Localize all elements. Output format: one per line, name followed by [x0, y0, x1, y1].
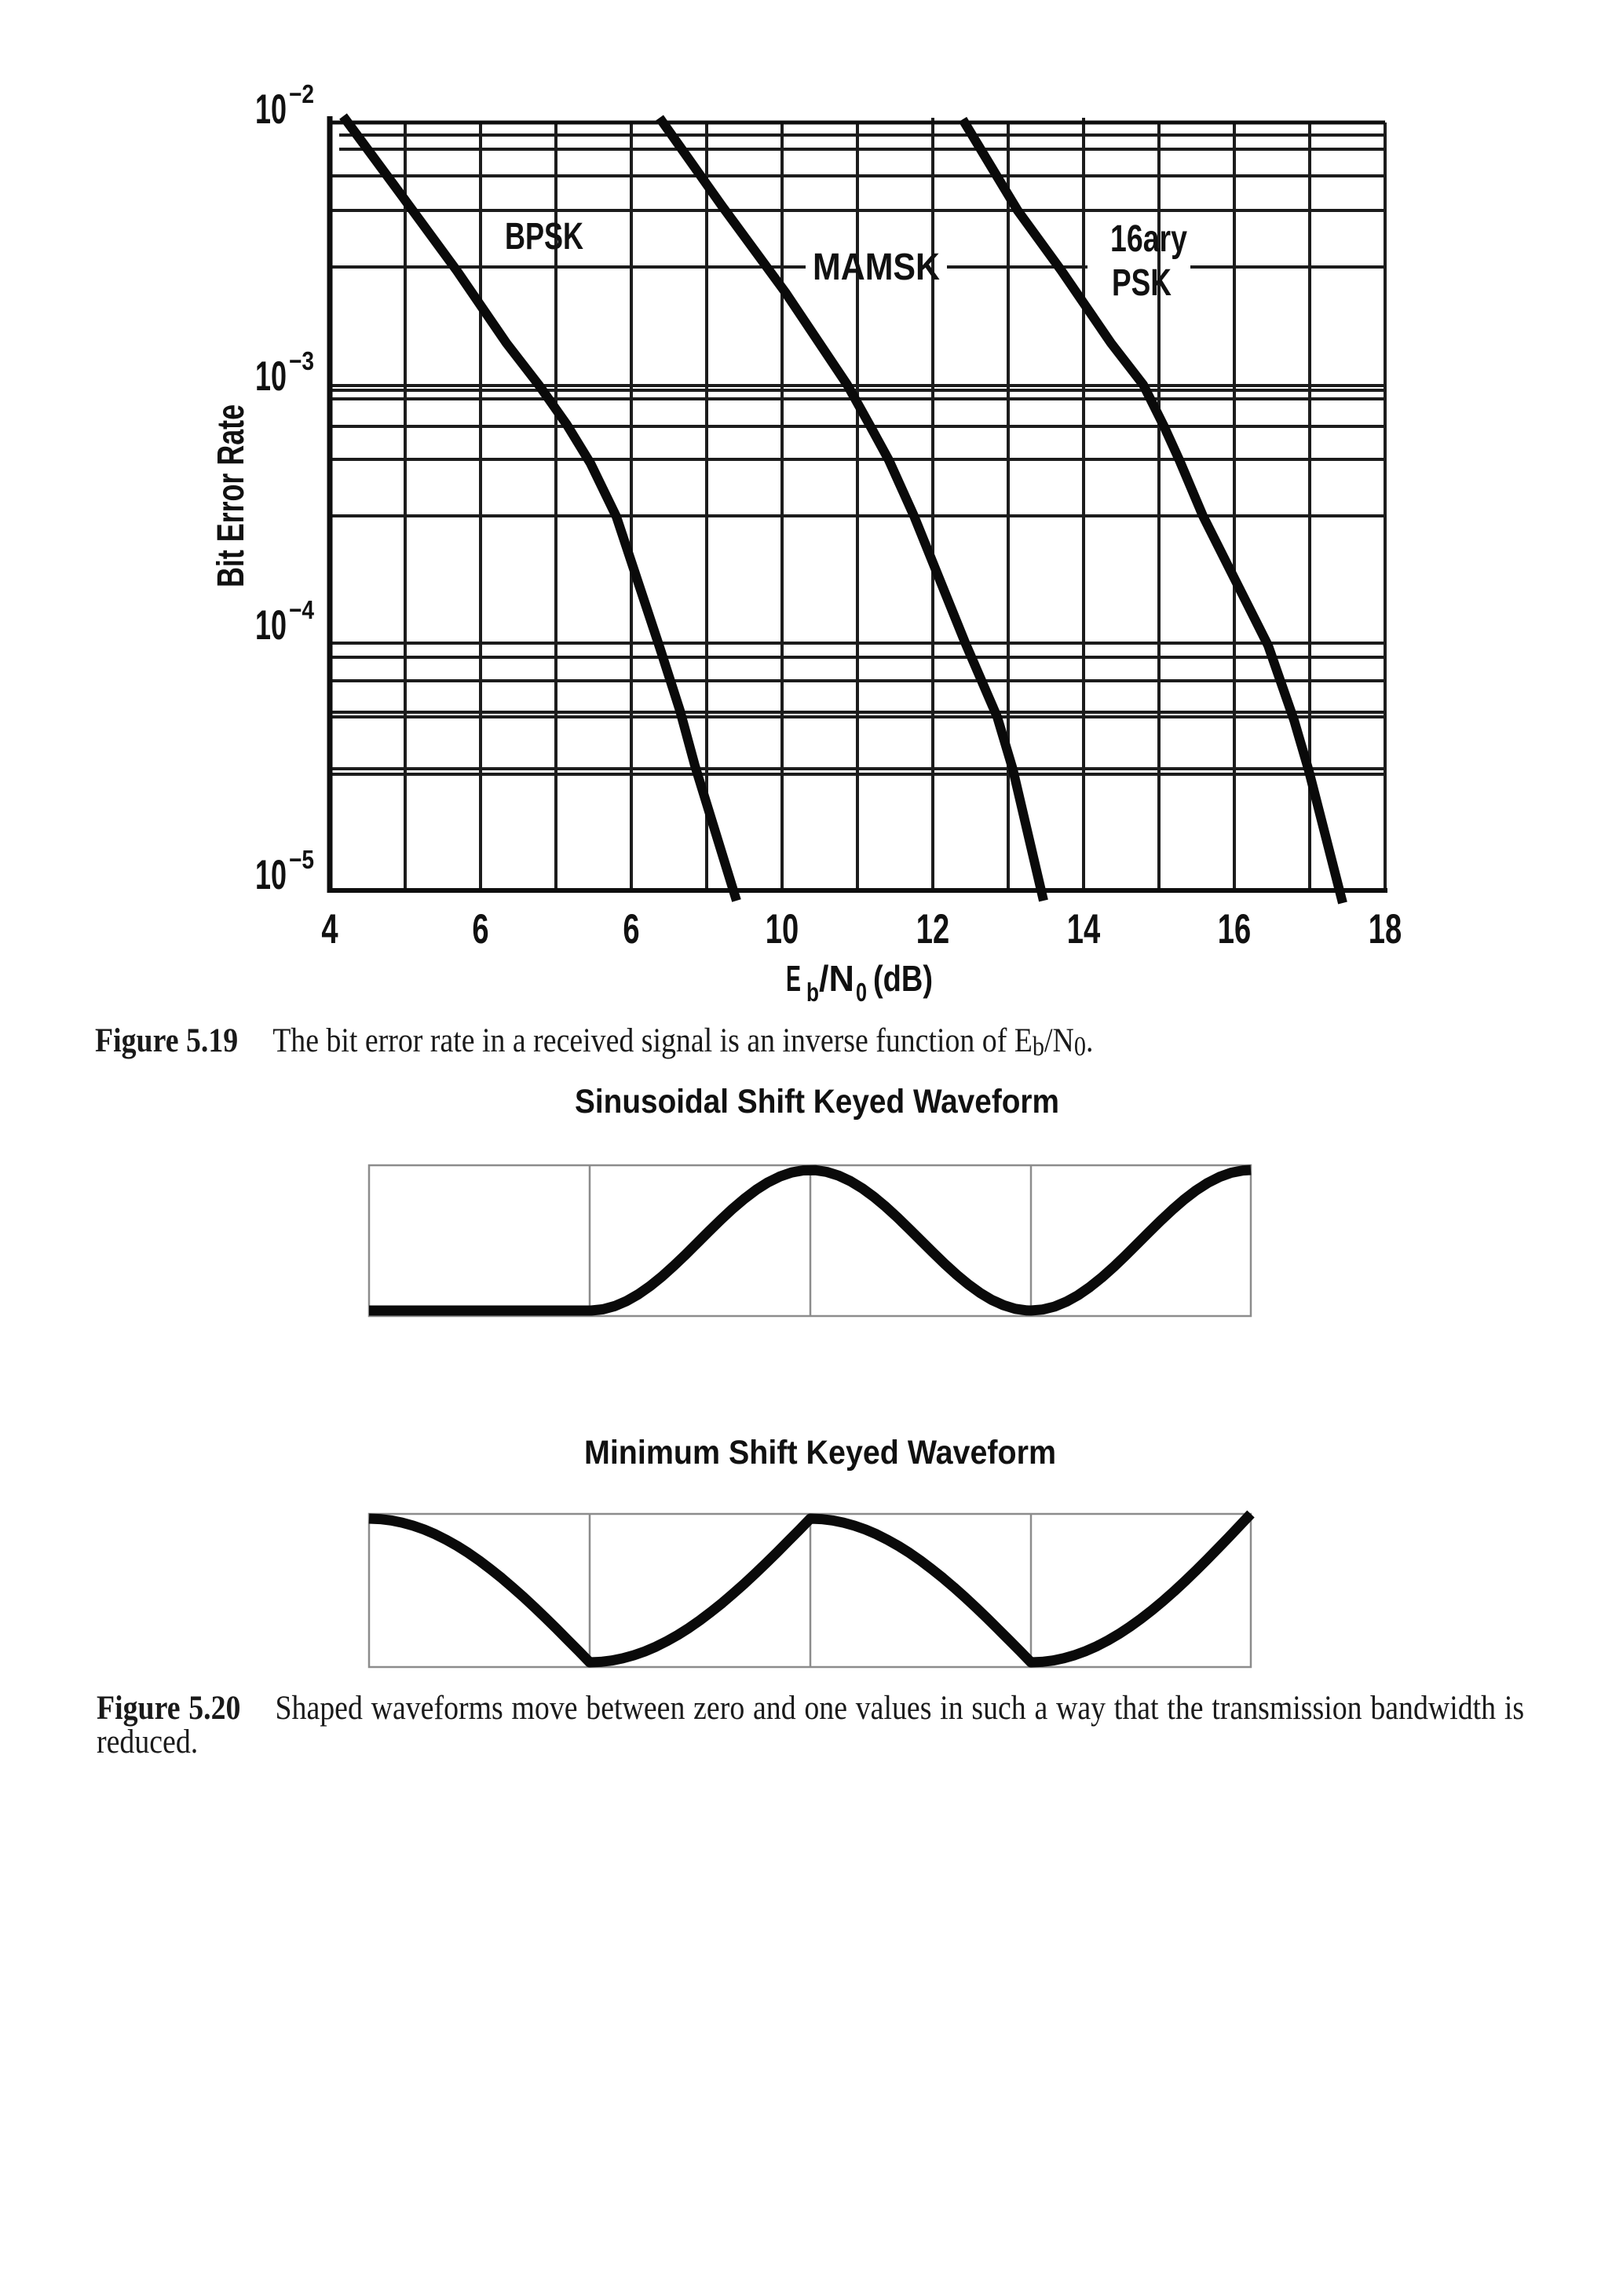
svg-text:14: 14 [1067, 905, 1101, 952]
svg-text:10: 10 [255, 353, 287, 400]
svg-text:−4: −4 [289, 595, 315, 624]
svg-text:E: E [786, 958, 801, 999]
svg-text:MAMSK: MAMSK [813, 247, 940, 288]
svg-text:Minimum Shift Keyed Waveform: Minimum Shift Keyed Waveform [584, 1434, 1056, 1472]
svg-text:10: 10 [766, 905, 799, 952]
svg-text:10: 10 [255, 602, 287, 649]
svg-text:BPSK: BPSK [505, 216, 583, 258]
svg-text:16ary: 16ary [1110, 218, 1187, 260]
svg-text:16: 16 [1218, 905, 1251, 952]
svg-text:18: 18 [1369, 905, 1402, 952]
svg-text:/N: /N [819, 958, 854, 999]
svg-text:10: 10 [255, 852, 287, 898]
svg-text:(dB): (dB) [873, 958, 933, 999]
svg-text:6: 6 [472, 905, 488, 952]
svg-text:b: b [806, 978, 819, 1007]
svg-text:4: 4 [321, 905, 338, 952]
svg-text:−5: −5 [289, 845, 314, 874]
svg-text:10: 10 [255, 86, 287, 133]
svg-text:Sinusoidal Shift Keyed Wavefor: Sinusoidal Shift Keyed Waveform [575, 1084, 1059, 1121]
svg-text:Bit Error Rate: Bit Error Rate [210, 404, 252, 587]
svg-text:−3: −3 [289, 346, 314, 375]
svg-text:−2: −2 [289, 79, 314, 108]
svg-text:12: 12 [916, 905, 949, 952]
svg-text:PSK: PSK [1112, 262, 1172, 304]
svg-text:0: 0 [856, 978, 867, 1007]
svg-text:6: 6 [623, 905, 639, 952]
